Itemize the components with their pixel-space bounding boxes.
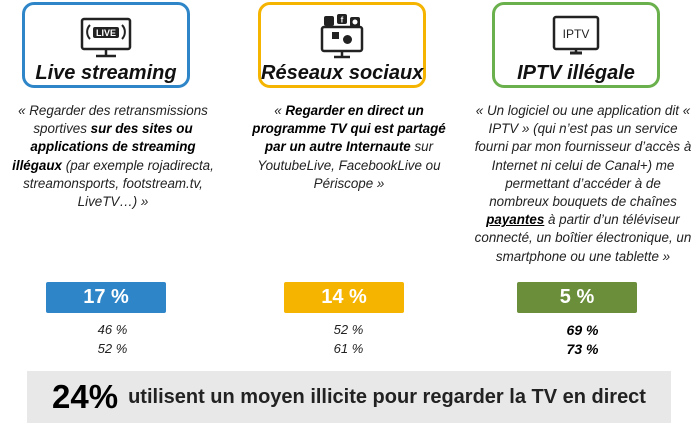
card-title: Réseaux sociaux — [261, 62, 424, 84]
iptv-tv-icon: IPTV — [552, 15, 600, 55]
card-reseaux-sociaux: f Réseaux sociaux — [258, 2, 426, 88]
description-segment: payantes — [486, 212, 545, 228]
card-live-streaming: LIVE Live streaming — [22, 2, 190, 88]
percent-bar: 5 % — [517, 282, 637, 313]
description: « Un logiciel ou une application dit « I… — [474, 102, 692, 266]
description-segment: « — [274, 103, 286, 118]
footer-percent: 24% — [52, 378, 119, 415]
description: « Regarder des retransmissions sportives… — [4, 102, 222, 211]
footer-text: utilisent un moyen illicite pour regarde… — [128, 385, 646, 408]
icon-iptv-text: IPTV — [563, 27, 590, 41]
percent-bar: 17 % — [46, 282, 166, 313]
footer-summary: 24% utilisent un moyen illicite pour reg… — [27, 371, 671, 423]
social-media-icon: f — [320, 14, 364, 59]
description-segment: à partir d’un téléviseur connecté, un bo… — [474, 212, 692, 264]
sub-percent-1: 69 % — [566, 322, 599, 338]
sub-percent-2: 61 % — [333, 341, 364, 356]
percent-bar: 14 % — [284, 282, 404, 313]
description-segment: (par exemple rojadirecta, streamonsports… — [23, 157, 214, 210]
description-segment: « Regarder des retransmissions sportives — [18, 103, 208, 137]
live-monitor-icon: LIVE — [80, 17, 132, 58]
description-segment: « Un logiciel ou une application dit « I… — [474, 103, 692, 210]
icon-live-text: LIVE — [96, 28, 116, 38]
svg-text:f: f — [341, 16, 344, 25]
sub-percent-2: 73 % — [566, 341, 599, 357]
sub-percent-1: 46 % — [97, 322, 128, 337]
sub-percent-1: 52 % — [333, 322, 364, 337]
description-segment: Regarder en direct un programme TV qui e… — [252, 103, 446, 155]
description-segment: sur YoutubeLive, FacebookLive ou Périsco… — [257, 139, 441, 191]
description: « Regarder en direct un programme TV qui… — [240, 102, 458, 193]
sub-percent-2: 52 % — [97, 341, 128, 356]
card-title: Live streaming — [35, 62, 177, 84]
card-title: IPTV illégale — [517, 62, 635, 84]
description-segment: sur des sites ou applications de streami… — [12, 121, 196, 173]
card-iptv-illegale: IPTV IPTV illégale — [492, 2, 660, 88]
